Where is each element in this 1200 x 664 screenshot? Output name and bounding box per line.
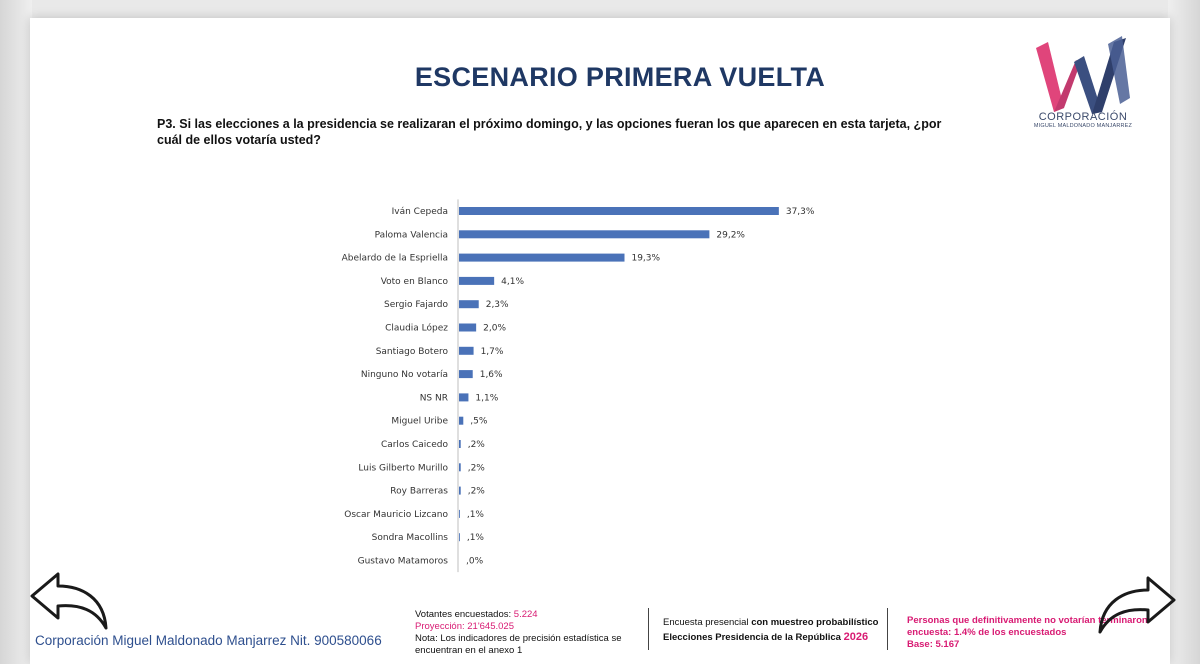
bar xyxy=(459,509,460,518)
footer-divider-2 xyxy=(887,608,888,650)
data-label: 1,7% xyxy=(481,347,504,357)
voters-value: 5.224 xyxy=(513,609,538,620)
category-label: Gustavo Matamoros xyxy=(358,557,449,567)
bar xyxy=(459,393,469,402)
category-label: Sondra Macollins xyxy=(372,533,449,543)
slide-title: ESCENARIO PRIMERA VUELTA xyxy=(414,62,826,92)
data-label: 2,0% xyxy=(483,324,506,334)
data-label: ,5% xyxy=(470,417,488,427)
slide: ESCENARIO PRIMERA VUELTA P3. Si las elec… xyxy=(30,18,1170,664)
corporation-nit: Corporación Miguel Maldonado Manjarrez N… xyxy=(35,633,382,648)
corporation-logo-icon xyxy=(1036,36,1130,114)
data-label: 37,3% xyxy=(786,207,815,217)
category-label: Carlos Caicedo xyxy=(381,440,449,450)
data-label: 29,2% xyxy=(716,230,745,240)
logo-stroke-pink-2 xyxy=(1054,60,1080,112)
footer-divider-1 xyxy=(648,608,649,650)
bar xyxy=(459,533,460,542)
bar-chart: Iván Cepeda 37,3% Paloma Valencia 29,2% Abel… xyxy=(342,199,815,573)
category-label: Sergio Fajardo xyxy=(384,300,449,310)
bar xyxy=(459,276,495,285)
logo-stroke-navy-3 xyxy=(1108,36,1130,104)
category-label: Miguel Uribe xyxy=(391,417,448,427)
background-right xyxy=(1168,0,1200,664)
bar xyxy=(459,230,710,239)
logo-stroke-pink-1 xyxy=(1036,42,1064,112)
note-line-1: Nota: Los indicadores de precisión estad… xyxy=(415,633,622,644)
data-label: ,2% xyxy=(468,440,486,450)
bar xyxy=(459,346,474,355)
bar xyxy=(459,486,461,495)
bar xyxy=(459,207,779,215)
voters-label: Votantes encuestados: xyxy=(415,609,514,620)
data-label: ,1% xyxy=(467,533,485,543)
non-voters-line-2: encuesta: 1.4% de los encuestados xyxy=(907,627,1067,638)
data-label: 19,3% xyxy=(631,254,660,264)
category-label: NS NR xyxy=(420,393,448,403)
survey-prefix: Encuesta presencial xyxy=(663,617,752,628)
data-label: 1,1% xyxy=(475,393,498,403)
data-label: 2,3% xyxy=(486,300,509,310)
category-label: Ninguno No votaría xyxy=(361,370,448,380)
projection-text: Proyección: 21'645.025 xyxy=(415,621,514,632)
footer-survey-info: Encuesta presencial con muestreo probabi… xyxy=(663,616,878,645)
data-label: ,2% xyxy=(468,463,486,473)
category-label: Santiago Botero xyxy=(376,347,449,357)
data-label: ,0% xyxy=(466,557,484,567)
survey-question: P3. Si las elecciones a la presidencia s… xyxy=(157,117,942,147)
elections-year: 2026 xyxy=(843,631,869,643)
elections-label: Elecciones Presidencia de la República xyxy=(663,632,844,643)
note-line-2: encuentran en el anexo 1 xyxy=(415,645,523,656)
background-left xyxy=(0,0,32,664)
category-label: Abelardo de la Espriella xyxy=(342,254,448,264)
category-label: Oscar Mauricio Lizcano xyxy=(344,510,448,520)
bar xyxy=(459,323,477,332)
non-voters-line-1: Personas que definitivamente no votarían… xyxy=(907,615,1148,626)
category-label: Voto en Blanco xyxy=(381,277,449,287)
curved-arrow-left-icon[interactable] xyxy=(30,570,112,632)
curved-arrow-right-icon[interactable] xyxy=(1094,572,1176,634)
data-label: 1,6% xyxy=(480,370,503,380)
bar xyxy=(459,253,625,262)
bar xyxy=(459,416,464,425)
base-text: Base: 5.167 xyxy=(907,639,960,650)
logo-subtitle: MIGUEL MALDONADO MANJARREZ xyxy=(1033,123,1133,129)
category-label: Iván Cepeda xyxy=(392,207,448,217)
data-label: ,1% xyxy=(467,510,485,520)
data-label: ,2% xyxy=(468,487,486,497)
bar xyxy=(459,370,473,379)
bar xyxy=(459,440,461,448)
footer-sample-info: Votantes encuestados: 5.224 Proyección: … xyxy=(415,609,621,657)
category-label: Roy Barreras xyxy=(390,487,448,497)
data-label: 4,1% xyxy=(501,277,524,287)
category-label: Claudia López xyxy=(385,323,448,334)
survey-method: con muestreo probabilístico xyxy=(751,617,879,628)
logo-stroke-navy-1 xyxy=(1074,56,1102,114)
bar xyxy=(459,300,479,309)
category-label: Paloma Valencia xyxy=(375,230,448,240)
logo-name: CORPORACIÓN xyxy=(1038,111,1128,123)
category-label: Luis Gilberto Murillo xyxy=(358,463,448,473)
footer-non-voters: Personas que definitivamente no votarían… xyxy=(907,615,1167,651)
bar xyxy=(459,463,461,472)
